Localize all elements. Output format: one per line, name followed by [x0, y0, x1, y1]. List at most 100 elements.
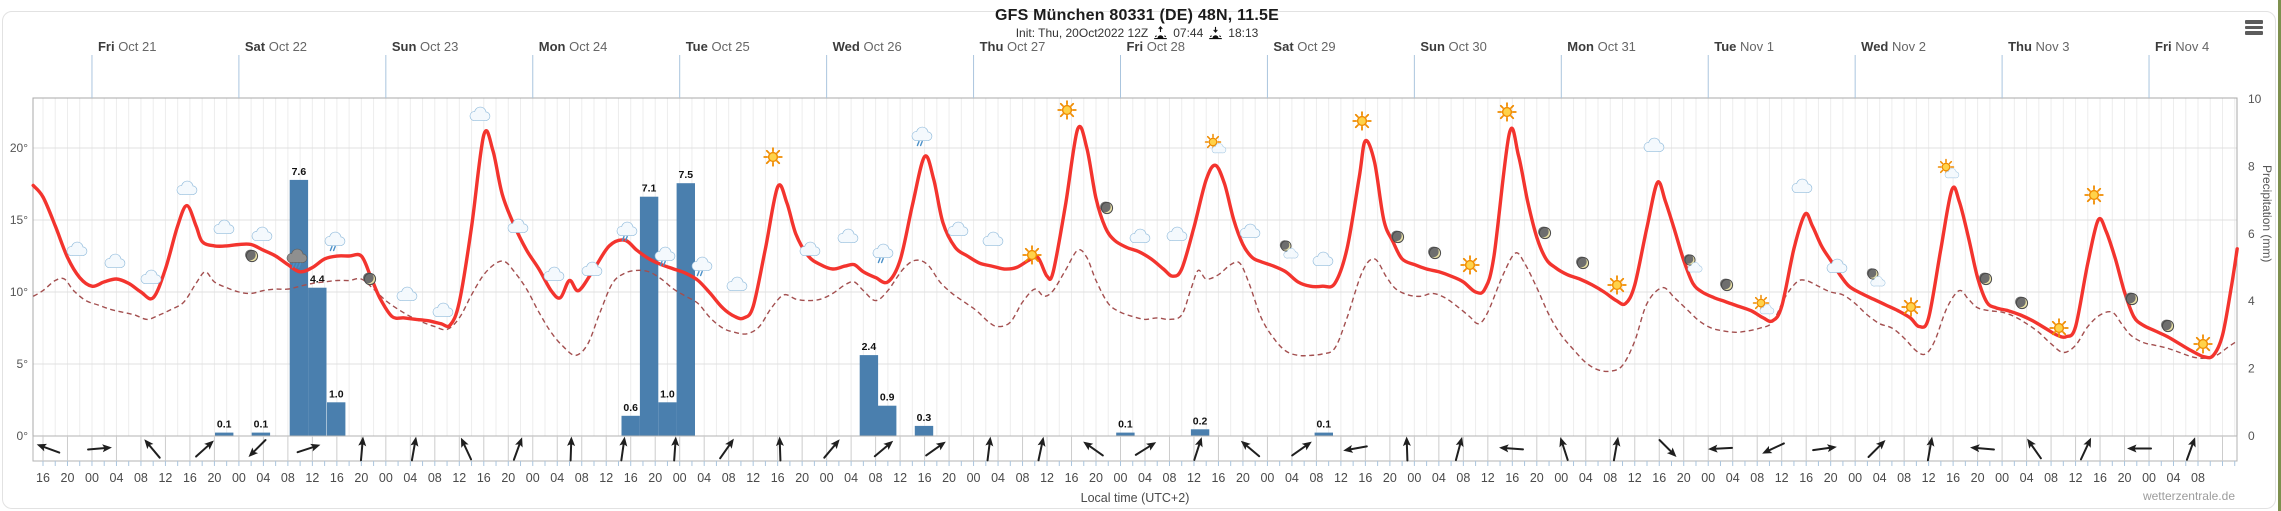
wind-arrow: [1134, 442, 1157, 456]
time-tick-label: 12: [1187, 471, 1201, 485]
time-tick-label: 04: [256, 471, 270, 485]
cloud-rain-icon: [654, 246, 676, 267]
cloud-icon: [469, 106, 491, 121]
precip-bar-label: 2.4: [862, 341, 877, 353]
precip-bar: [914, 425, 934, 436]
time-tick-label: 00: [232, 471, 246, 485]
precip-bar: [878, 405, 897, 436]
time-tick-label: 12: [1775, 471, 1789, 485]
precip-bar: [676, 183, 695, 436]
time-tick-label: 16: [477, 471, 491, 485]
wind-arrow: [671, 436, 680, 462]
day-label: Thu Nov 3: [2008, 39, 2069, 54]
time-tick-label: 20: [1677, 471, 1691, 485]
time-tick-label: 00: [2142, 471, 2156, 485]
time-tick-label: 20: [1089, 471, 1103, 485]
sun-icon: [2193, 334, 2213, 354]
sun-icon: [1497, 102, 1517, 122]
moon-cloud-icon: [1279, 240, 1299, 259]
time-tick-label: 04: [844, 471, 858, 485]
precip-bar: [658, 402, 677, 436]
time-tick-label: 08: [1603, 471, 1617, 485]
time-tick-label: 08: [1897, 471, 1911, 485]
time-tick-label: 04: [2167, 471, 2181, 485]
time-tick-label: 08: [1309, 471, 1323, 485]
wind-arrow: [2079, 437, 2092, 461]
menu-button[interactable]: [2245, 20, 2263, 35]
time-tick-label: 20: [795, 471, 809, 485]
wind-arrow: [1867, 440, 1886, 458]
day-label: Fri Nov 4: [2155, 39, 2209, 54]
wind-arrow: [460, 437, 473, 461]
time-tick-label: 16: [1065, 471, 1079, 485]
time-tick-label: 08: [1016, 471, 1030, 485]
precip-bar-label: 0.9: [880, 392, 895, 404]
time-tick-label: 00: [820, 471, 834, 485]
time-tick-label: 16: [918, 471, 932, 485]
wind-arrow: [567, 436, 576, 462]
cloud-icon: [104, 253, 126, 268]
precip-bar-label: 0.1: [217, 419, 232, 431]
wind-arrow: [823, 439, 840, 459]
wind-arrow: [1970, 444, 1995, 453]
precip-bar-label: 0.1: [1316, 419, 1331, 431]
time-tick-label: 20: [1236, 471, 1250, 485]
moon-icon: [1391, 230, 1405, 244]
wind-arrow: [1559, 437, 1569, 461]
time-tick-label: 20: [501, 471, 515, 485]
wind-arrow: [2027, 438, 2042, 460]
wind-arrow: [1812, 444, 1837, 453]
time-tick-label: 08: [428, 471, 442, 485]
cloud-icon: [581, 261, 603, 276]
day-label: Sat Oct 29: [1273, 39, 1335, 54]
x-axis-title: Local time (UTC+2): [1080, 491, 1190, 505]
moon-icon: [1100, 201, 1114, 215]
cloud-icon: [726, 276, 748, 291]
time-tick-label: 16: [2093, 471, 2107, 485]
time-tick-label: 16: [330, 471, 344, 485]
cloud-icon: [1643, 137, 1665, 152]
sun-icon: [1607, 275, 1627, 295]
sun-icon: [1460, 255, 1480, 275]
time-tick-label: 08: [281, 471, 295, 485]
precip-bar: [327, 402, 346, 436]
moon-cloud-icon: [1683, 254, 1703, 273]
time-tick-label: 20: [1383, 471, 1397, 485]
cloud-rain-icon: [691, 256, 713, 277]
time-tick-label: 12: [158, 471, 172, 485]
day-label: Wed Oct 26: [833, 39, 902, 54]
cloud-icon: [66, 241, 88, 256]
time-tick-label: 08: [134, 471, 148, 485]
sun-icon: [1352, 111, 1372, 131]
precip-bar: [308, 287, 327, 436]
time-tick-label: 08: [2044, 471, 2058, 485]
wind-arrow: [2127, 444, 2152, 453]
wind-arrow: [1454, 436, 1464, 462]
precip-bar: [1314, 432, 1333, 436]
cloud-icon: [1129, 228, 1151, 243]
day-label: Fri Oct 28: [1126, 39, 1185, 54]
precip-bar-label: 0.6: [623, 402, 638, 414]
time-tick-label: 20: [61, 471, 75, 485]
time-tick-label: 08: [722, 471, 736, 485]
cloud-rain-icon: [911, 126, 933, 147]
hamburger-icon: [2245, 20, 2263, 24]
time-tick-label: 12: [599, 471, 613, 485]
moon-icon: [2015, 296, 2029, 310]
wind-arrow: [1343, 444, 1368, 453]
wind-arrow: [1193, 437, 1203, 461]
sunset-icon: [1209, 26, 1223, 40]
moon-icon: [1720, 278, 1734, 292]
plot-border: [32, 97, 2238, 437]
time-tick-label: 12: [452, 471, 466, 485]
time-tick-label: 12: [2069, 471, 2083, 485]
wind-arrow: [195, 440, 214, 458]
time-tick-label: 20: [648, 471, 662, 485]
chart-header: GFS München 80331 (DE) 48N, 11.5E Init: …: [0, 7, 2274, 40]
sun-icon: [1901, 297, 1921, 317]
temp-axis-tick: 15°: [10, 213, 28, 227]
moon-icon: [1538, 226, 1552, 240]
precip-axis-title: Precipitation (mm): [2260, 165, 2274, 263]
precip-bar-label: 1.0: [329, 388, 344, 400]
